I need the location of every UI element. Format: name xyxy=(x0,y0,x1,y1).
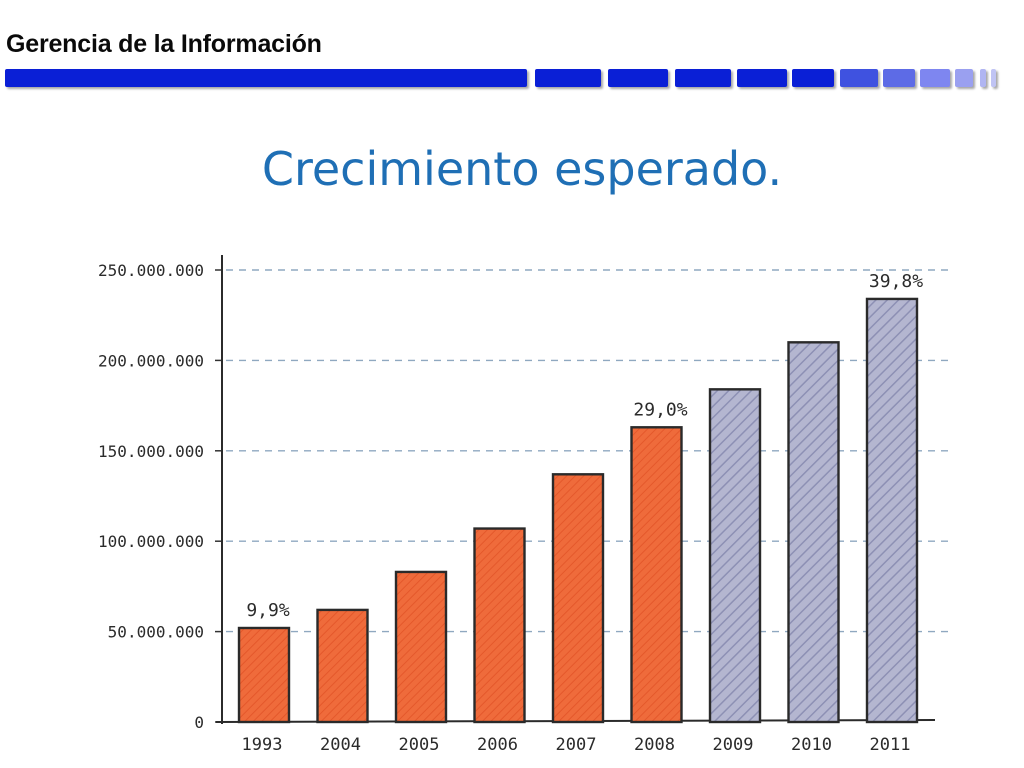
page-title: Gerencia de la Información xyxy=(6,30,322,58)
header-bar-segment xyxy=(920,69,950,87)
header-bar-segment xyxy=(980,69,986,87)
header-bar-segment xyxy=(675,69,731,87)
bar-2011 xyxy=(865,297,919,724)
y-tick-label: 0 xyxy=(194,713,204,732)
header-bar-segment xyxy=(608,69,668,87)
data-label: 39,8% xyxy=(869,271,923,292)
x-tick-label: 2004 xyxy=(320,735,361,755)
bar-chart: Crecimiento esperado. 0 50.000.000 100.000… xyxy=(98,142,948,755)
x-tick-label: 2005 xyxy=(399,735,440,755)
header-bar-segment xyxy=(737,69,787,87)
data-label: 9,9% xyxy=(246,600,290,621)
header-bar-segment xyxy=(792,69,834,87)
bar-2010 xyxy=(787,341,840,724)
bar-2006 xyxy=(473,527,526,724)
x-tick-label: 2008 xyxy=(634,735,675,755)
y-tick-label: 200.000.000 xyxy=(98,351,204,370)
x-tick-label: 2009 xyxy=(713,735,754,755)
bar-2005 xyxy=(394,570,448,724)
y-tick-label: 50.000.000 xyxy=(108,623,204,642)
chart-title: Crecimiento esperado. xyxy=(262,142,782,196)
header-bar-segment xyxy=(955,69,973,87)
bars xyxy=(237,297,919,724)
x-tick-label: 2006 xyxy=(477,735,518,755)
header-bar-segment xyxy=(991,69,996,87)
y-tick-label: 150.000.000 xyxy=(98,442,204,461)
y-tick-label: 100.000.000 xyxy=(98,532,204,551)
bar-2009 xyxy=(708,388,762,724)
bar-2008 xyxy=(630,426,683,724)
x-tick-label: 2010 xyxy=(791,735,832,755)
bar-2004 xyxy=(316,608,369,724)
x-tick-label: 2011 xyxy=(870,735,911,755)
header-bar-segment xyxy=(535,69,601,87)
y-tick-label: 250.000.000 xyxy=(98,261,204,280)
header-decorative-bar xyxy=(5,69,1015,89)
data-label: 29,0% xyxy=(633,399,687,420)
header-bar-segment xyxy=(5,69,527,87)
labels: 0 50.000.000 100.000.000 150.000.000 200.000… xyxy=(98,261,923,755)
bar-2007 xyxy=(551,473,605,724)
x-tick-label: 2007 xyxy=(556,735,597,755)
header-bar-segment xyxy=(883,69,915,87)
x-tick-label: 1993 xyxy=(242,735,283,755)
bar-1993 xyxy=(237,626,291,724)
chart-container: Crecimiento esperado. 0 50.000.000 100.000… xyxy=(0,100,1024,768)
header-bar-segment xyxy=(840,69,878,87)
